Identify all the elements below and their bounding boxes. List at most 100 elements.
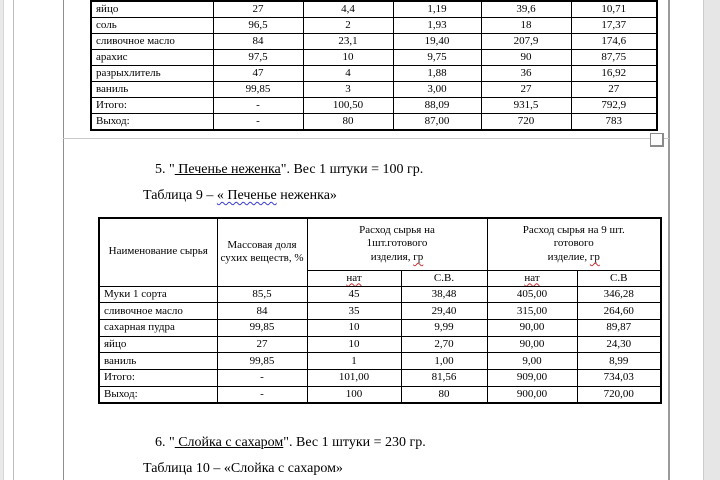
table-9-ingredients: Наименование сырья Массовая доля сухих в… (98, 217, 662, 405)
table-cell-value: 36 (480, 65, 572, 82)
table-cell-value: 315,00 (486, 302, 578, 320)
text-boundary-left-line (63, 0, 64, 480)
header-per9-line1: Расход сырья на 9 шт. (522, 223, 625, 236)
table-cell-value: 8,99 (576, 352, 662, 370)
table-cell-value: 27 (216, 335, 308, 354)
table-cell-value: 734,03 (576, 368, 662, 387)
table-row: яйцо 27 10 2,70 90,00 24,30 (98, 335, 662, 354)
header-per9-col: Расход сырья на 9 шт. готового изделие, … (486, 217, 662, 271)
table-cell-value: 1,93 (392, 17, 482, 34)
table-cell-value: 9,99 (400, 318, 488, 337)
table-cell-value: 10 (306, 318, 402, 337)
table-cell-ingredient: Муки 1 сорта (98, 285, 218, 304)
table-row: яйцо 27 4,4 1,19 39,6 10,71 (90, 0, 658, 18)
table-cell-value: 39,6 (480, 0, 572, 18)
table-10-caption: Таблица 10 – «Слойка с сахаром» (143, 461, 343, 476)
table-cell-value: 101,00 (306, 368, 402, 387)
table-cell-ingredient: ваниль (98, 352, 218, 370)
table-cell-value: 405,00 (486, 285, 578, 304)
table-row: ваниль 99,85 3 3,00 27 27 (90, 81, 658, 98)
table-cell-value: 80 (302, 113, 394, 131)
section-6-prefix: 6. " (155, 435, 175, 450)
table-cell-value: 85,5 (216, 285, 308, 304)
table-cell-value: 19,40 (392, 33, 482, 50)
table-row: соль 96,5 2 1,93 18 17,37 (90, 17, 658, 34)
table-9-caption: Таблица 9 – « Печенье неженка» (143, 188, 337, 204)
table-8-body: яйцо 27 4,4 1,19 39,6 10,71 соль 96,5 2 1,93 18 17,… (90, 0, 658, 131)
table-cell-value: 783 (570, 113, 658, 131)
table-cell-value: 99,85 (212, 81, 304, 98)
table-cell-value: 2 (302, 17, 394, 34)
section-5-title: Печенье неженка (174, 162, 281, 177)
table-cell-value: 4 (302, 65, 394, 82)
table-cell-value: 10 (302, 49, 394, 66)
subheader-nat-1: нат (306, 269, 402, 287)
table-row: ваниль 99,85 1 1,00 9,00 8,99 (98, 352, 662, 370)
table-cell-value: 97,5 (212, 49, 304, 66)
header-per1-unit: гр (413, 251, 424, 264)
table-cell-value: 10,71 (570, 0, 658, 18)
table-row: сливочное масло 84 23,1 19,40 207,9 174,6 (90, 33, 658, 50)
header-per1-line3: изделия, гр (310, 251, 485, 265)
table-cell-value: 90,00 (486, 318, 578, 337)
table-cell-ingredient: Выход: (90, 113, 214, 131)
section-6-heading: 6. " Слойка с сахаром". Вес 1 штуки = 23… (155, 435, 426, 451)
table-cell-value: 1,00 (400, 352, 488, 370)
table-resize-handle[interactable] (650, 133, 664, 147)
table-cell-value: 23,1 (302, 33, 394, 50)
table-cell-value: 100,50 (302, 97, 394, 114)
caption-9-prefix: Таблица 9 – (143, 188, 217, 203)
table-cell-ingredient: ваниль (90, 81, 214, 98)
table-cell-value: 100 (306, 385, 402, 404)
table-cell-value: 720,00 (576, 385, 662, 404)
table-cell-ingredient: арахис (90, 49, 214, 66)
table-cell-value: 84 (216, 302, 308, 320)
table-9-header: Наименование сырья Массовая доля сухих в… (98, 217, 662, 287)
table-cell-ingredient: Итого: (90, 97, 214, 114)
table-cell-value: 3,00 (392, 81, 482, 98)
table-cell-ingredient: сливочное масло (90, 33, 214, 50)
table-cell-value: 96,5 (212, 17, 304, 34)
table-cell-value: 87,00 (392, 113, 482, 131)
scrollbar-track[interactable] (703, 0, 720, 480)
section-5-prefix: 5. " (155, 162, 175, 177)
table-cell-value: 174,6 (570, 33, 658, 50)
table-cell-value: 99,85 (216, 352, 308, 370)
table-cell-value: 29,40 (400, 302, 488, 320)
table-8-ingredients: яйцо 27 4,4 1,19 39,6 10,71 соль 96,5 2 1,93 18 17,… (90, 0, 658, 131)
table-cell-value: 27 (570, 81, 658, 98)
table-cell-value: 909,00 (486, 368, 578, 387)
table-cell-value: 9,00 (486, 352, 578, 370)
table-cell-value: 4,4 (302, 0, 394, 18)
table-cell-value: 88,09 (392, 97, 482, 114)
table-cell-ingredient: яйцо (90, 0, 214, 18)
table-cell-value: 45 (306, 285, 402, 304)
table-cell-value: 720 (480, 113, 572, 131)
table-cell-value: 35 (306, 302, 402, 320)
section-6-suffix: ". Вес 1 штуки = 230 гр. (283, 435, 426, 450)
table-cell-ingredient: соль (90, 17, 214, 34)
table-cell-value: 1,19 (392, 0, 482, 18)
subheader-sv-2: С.В (576, 269, 662, 287)
header-name-col: Наименование сырья (98, 217, 218, 287)
table-cell-value: 1 (306, 352, 402, 370)
table-row: разрыхлитель 47 4 1,88 36 16,92 (90, 65, 658, 82)
table-cell-ingredient: Выход: (98, 385, 218, 404)
table-row: Наименование сырья Массовая доля сухих в… (98, 217, 662, 287)
header-per9-line3: изделие, гр (490, 251, 659, 265)
table-cell-value: 90,00 (486, 335, 578, 354)
subheader-sv-1: С.В. (400, 269, 488, 287)
header-per1-line1: Расход сырья на (359, 223, 435, 236)
table-cell-value: 90 (480, 49, 572, 66)
table-cell-ingredient: яйцо (98, 335, 218, 354)
table-cell-value: - (212, 97, 304, 114)
table-cell-value: 18 (480, 17, 572, 34)
table-cell-value: 89,87 (576, 318, 662, 337)
section-5-suffix: ". Вес 1 штуки = 100 гр. (280, 162, 424, 177)
table-row: Итого: -101,00 81,56 909,00 734,03 (98, 368, 662, 387)
table-cell-value: 47 (212, 65, 304, 82)
header-per9-line3-text: изделие, (547, 251, 590, 264)
table-cell-value: 80 (400, 385, 488, 404)
table-row: Выход: -100 80 900,00 720,00 (98, 385, 662, 404)
